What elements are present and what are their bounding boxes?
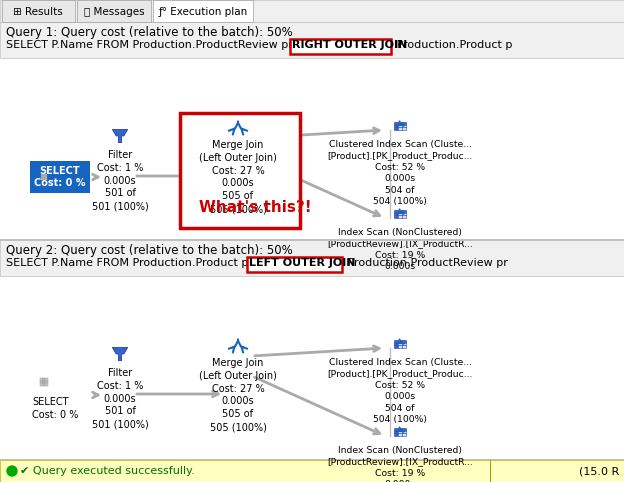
Bar [41, 174, 43, 176]
Bar [398, 433, 402, 436]
Bar [43, 176, 45, 178]
Text: SELECT P.Name FROM Production.ProductReview pr: SELECT P.Name FROM Production.ProductRev… [6, 40, 296, 50]
Bar [394, 428, 398, 430]
Bar [41, 178, 43, 180]
Bar [402, 433, 406, 436]
Bar [394, 215, 398, 218]
Text: Clustered Index Scan (Cluste...
[Product].[PK_Product_Produc...
Cost: 52 %
0.000: Clustered Index Scan (Cluste... [Product… [328, 358, 473, 424]
Bar [153, 0, 253, 22]
Bar [394, 122, 398, 124]
Bar [45, 378, 47, 381]
Bar [41, 176, 43, 178]
Text: Query 2: Query cost (relative to the batch): 50%: Query 2: Query cost (relative to the bat… [6, 244, 293, 257]
Bar [398, 213, 402, 215]
Text: Index Scan (NonClustered)
[ProductReview].[IX_ProductR...
Cost: 19 %
0.000s
4 of: Index Scan (NonClustered) [ProductReview… [327, 446, 473, 482]
Text: Query 1: Query cost (relative to the batch): 50%: Query 1: Query cost (relative to the bat… [6, 26, 293, 39]
Text: SELECT P.Name FROM Production.Product p: SELECT P.Name FROM Production.Product p [6, 258, 252, 268]
Text: LEFT OUTER JOIN: LEFT OUTER JOIN [249, 258, 356, 268]
Bar [402, 122, 406, 124]
Bar [180, 113, 300, 228]
Text: Clustered Index Scan (Cluste...
[Product].[PK_Product_Produc...
Cost: 52 %
0.000: Clustered Index Scan (Cluste... [Product… [328, 140, 473, 206]
Bar [43, 383, 45, 386]
Bar [398, 340, 402, 343]
Bar [394, 340, 398, 343]
Text: SELECT
Cost: 0 %: SELECT Cost: 0 % [34, 166, 85, 188]
Bar [41, 381, 43, 383]
Bar [398, 428, 402, 430]
Text: 🗨 Messages: 🗨 Messages [84, 7, 144, 17]
Bar [402, 346, 406, 348]
Bar [45, 383, 47, 386]
Text: Index Scan (NonClustered)
[ProductReview].[IX_ProductR...
Cost: 19 %
0.000s: Index Scan (NonClustered) [ProductReview… [327, 228, 473, 271]
Text: SELECT
Cost: 0 %: SELECT Cost: 0 % [32, 397, 79, 420]
Bar [43, 378, 45, 381]
Bar [394, 343, 398, 346]
Bar [45, 176, 47, 178]
Bar [0, 22, 624, 58]
Text: ƒ° Execution plan: ƒ° Execution plan [158, 7, 248, 17]
Bar [490, 460, 491, 482]
Bar [290, 39, 391, 54]
Text: What's this?!: What's this?! [198, 200, 311, 215]
Bar [0, 240, 624, 276]
Polygon shape [112, 129, 128, 143]
Bar [394, 124, 398, 127]
Bar [2, 0, 75, 22]
Bar [45, 178, 47, 180]
Bar [398, 215, 402, 218]
Bar [41, 378, 43, 381]
Polygon shape [112, 348, 128, 361]
Bar [402, 215, 406, 218]
Bar [402, 213, 406, 215]
Bar [394, 430, 398, 433]
Text: ✔ Query executed successfully.: ✔ Query executed successfully. [20, 466, 195, 476]
Text: Merge Join
(Left Outer Join)
Cost: 27 %
0.000s
505 of
505 (100%): Merge Join (Left Outer Join) Cost: 27 % … [199, 358, 277, 432]
Bar [402, 340, 406, 343]
Bar [41, 383, 43, 386]
Bar [0, 239, 624, 241]
Bar [394, 127, 398, 130]
Bar [247, 257, 343, 272]
Bar [402, 127, 406, 130]
Bar [43, 174, 45, 176]
Bar [45, 381, 47, 383]
Text: Filter
Cost: 1 %
0.000s
501 of
501 (100%): Filter Cost: 1 % 0.000s 501 of 501 (100%… [92, 150, 149, 211]
Bar [398, 124, 402, 127]
Bar [43, 178, 45, 180]
Bar [398, 346, 402, 348]
Bar [402, 210, 406, 213]
Bar [77, 0, 151, 22]
Bar [0, 240, 624, 460]
Bar [402, 428, 406, 430]
Bar [0, 22, 624, 240]
Bar [398, 343, 402, 346]
Bar [398, 430, 402, 433]
Bar [0, 0, 624, 22]
Bar [402, 343, 406, 346]
Bar [394, 210, 398, 213]
Text: (15.0 R: (15.0 R [578, 466, 619, 476]
Bar [0, 459, 624, 460]
Bar [402, 430, 406, 433]
Text: ⊞ Results: ⊞ Results [13, 7, 63, 17]
Bar [0, 460, 624, 482]
Bar [43, 381, 45, 383]
Bar [402, 124, 406, 127]
Text: Merge Join
(Left Outer Join)
Cost: 27 %
0.000s
505 of
505 (100%): Merge Join (Left Outer Join) Cost: 27 % … [199, 140, 277, 214]
Bar [394, 346, 398, 348]
Circle shape [7, 466, 17, 476]
Bar [398, 122, 402, 124]
Bar [0, 239, 624, 240]
Text: Production.Product p: Production.Product p [393, 40, 512, 50]
Bar [398, 210, 402, 213]
Bar [394, 433, 398, 436]
Text: Filter
Cost: 1 %
0.000s
501 of
501 (100%): Filter Cost: 1 % 0.000s 501 of 501 (100%… [92, 368, 149, 429]
Bar [45, 174, 47, 176]
Text: RIGHT OUTER JOIN: RIGHT OUTER JOIN [292, 40, 407, 50]
Text: Production.ProductReview pr: Production.ProductReview pr [344, 258, 509, 268]
Bar [30, 161, 90, 193]
Bar [398, 127, 402, 130]
Bar [394, 213, 398, 215]
